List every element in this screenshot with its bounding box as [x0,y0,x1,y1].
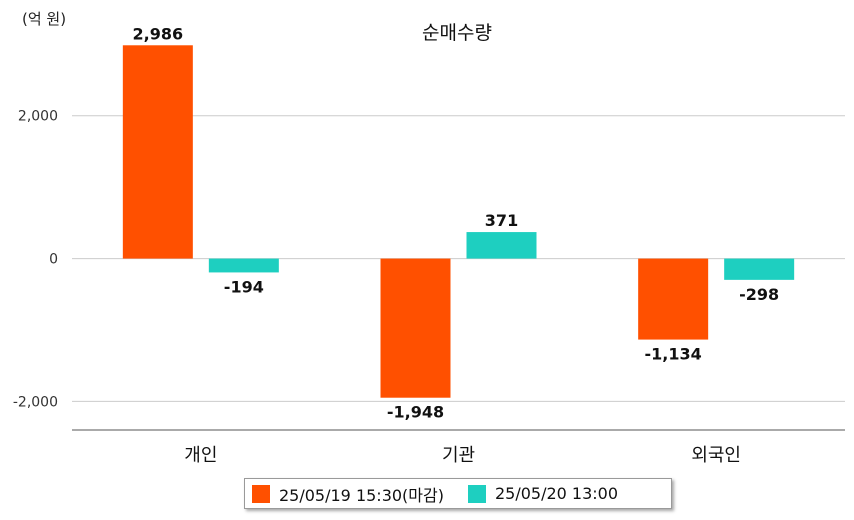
legend-item-series-1[interactable]: 25/05/19 15:30(마감) [252,482,444,506]
y-tick-label: 0 [49,252,58,268]
data-label: 2,986 [133,24,184,43]
bar[interactable] [380,258,451,398]
y-tick-label: 2,000 [18,109,58,125]
category-label: 기관 [442,445,475,466]
legend-label-series-1: 25/05/19 15:30(마감) [279,485,444,505]
data-label: -1,948 [387,403,444,422]
data-label: -298 [739,285,779,304]
legend-swatch-series-2 [467,484,486,503]
data-label: -1,134 [645,345,702,364]
category-label: 개인 [184,445,217,466]
category-label: 외국인 [691,445,741,466]
data-label: -194 [224,277,264,296]
y-tick-label: -2,000 [13,394,58,410]
legend-swatch-series-1 [252,484,270,503]
data-label: 371 [485,211,518,230]
legend-label-series-2: 25/05/20 13:00 [494,484,619,503]
unit-label: (억 원) [22,10,67,28]
bar[interactable] [122,45,193,259]
bar[interactable] [724,258,795,280]
chart-title: 순매수량 [422,22,492,44]
bar[interactable] [638,258,709,340]
bar[interactable] [208,258,279,273]
legend-item-series-2[interactable]: 25/05/20 13:00 [467,484,619,503]
bar[interactable] [466,232,537,259]
legend: 25/05/19 15:30(마감) 25/05/20 13:00 [244,478,672,509]
